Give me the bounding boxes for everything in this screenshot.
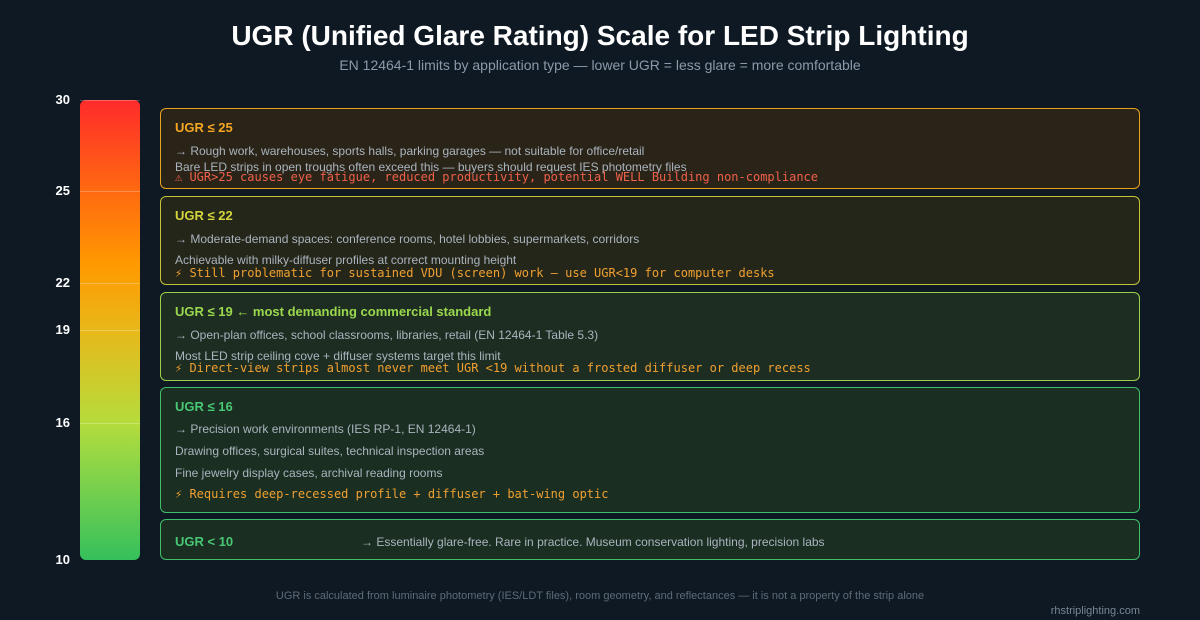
band-ugr-16: UGR ≤ 16 → Precision work environments (… [160, 387, 1140, 513]
band-ugr-19: UGR ≤ 19 ← most demanding commercial sta… [160, 292, 1140, 381]
credit-link[interactable]: rhstriplighting.com [1050, 605, 1140, 617]
tick-label-19: 19 [55, 322, 70, 337]
tick-line-25 [80, 191, 140, 192]
band-line: Most LED strip ceiling cove + diffuser s… [175, 349, 501, 363]
band-warning: ⚡ Direct-view strips almost never meet U… [175, 361, 811, 375]
band-ugr-25: UGR ≤ 25 → Rough work, warehouses, sport… [160, 108, 1140, 189]
band-line: → Precision work environments (IES RP-1,… [175, 422, 476, 436]
tick-label-10: 10 [55, 552, 70, 567]
tick-line-30 [80, 100, 140, 101]
footer-note: UGR is calculated from luminaire photome… [275, 590, 925, 602]
band-line: → Moderate-demand spaces: conference roo… [175, 232, 640, 246]
band-warning: ⚠ UGR>25 causes eye fatigue, reduced pro… [175, 170, 818, 184]
band-line: Achievable with milky-diffuser profiles … [175, 253, 517, 267]
band-heading: UGR ≤ 19 ← most demanding commercial sta… [175, 304, 492, 319]
tick-line-22 [80, 283, 140, 284]
tick-line-16 [80, 423, 140, 424]
band-heading: UGR ≤ 16 [175, 399, 233, 414]
band-ugr-22: UGR ≤ 22 → Moderate-demand spaces: confe… [160, 196, 1140, 285]
band-heading: UGR ≤ 22 [175, 208, 233, 223]
band-warning: ⚡ Requires deep-recessed profile + diffu… [175, 487, 609, 501]
tick-label-25: 25 [55, 183, 70, 198]
tick-label-16: 16 [55, 415, 70, 430]
page-subtitle: EN 12464-1 limits by application type — … [339, 57, 861, 73]
band-line: Bare LED strips in open troughs often ex… [175, 160, 687, 174]
tick-line-19 [80, 330, 140, 331]
band-heading: UGR ≤ 25 [175, 120, 233, 135]
band-line: → Essentially glare-free. Rare in practi… [361, 535, 825, 549]
band-line: → Rough work, warehouses, sports halls, … [175, 144, 645, 158]
band-line: → Open-plan offices, school classrooms, … [175, 328, 599, 342]
band-warning: ⚡ Still problematic for sustained VDU (s… [175, 266, 775, 280]
band-ugr-10: UGR < 10 → Essentially glare-free. Rare … [160, 519, 1140, 560]
tick-label-22: 22 [55, 275, 70, 290]
band-line: Drawing offices, surgical suites, techni… [175, 444, 485, 458]
band-heading: UGR < 10 [175, 534, 234, 549]
band-line: Fine jewelry display cases, archival rea… [175, 466, 443, 480]
ugr-gradient-bar [80, 100, 140, 560]
tick-label-30: 30 [55, 92, 70, 107]
page-title: UGR (Unified Glare Rating) Scale for LED… [231, 20, 969, 51]
